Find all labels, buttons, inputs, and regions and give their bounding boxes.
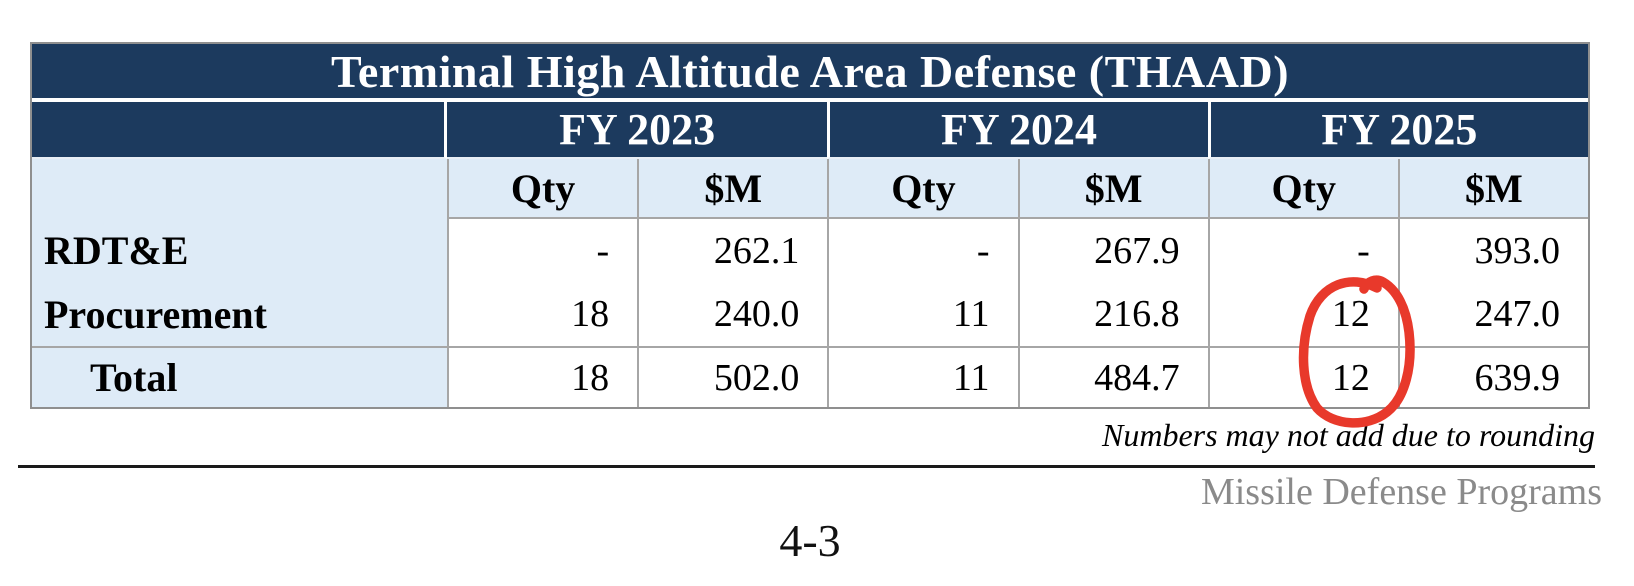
cell-rdte-fy2024-qty: - — [827, 219, 1018, 282]
year-header-fy2024: FY 2024 — [827, 102, 1208, 159]
cell-procurement-fy2023-dollars: 240.0 — [637, 282, 828, 346]
page-number: 4-3 — [779, 515, 841, 566]
cell-total-fy2025-qty: 12 — [1207, 346, 1398, 407]
cell-procurement-fy2025-qty: 12 — [1207, 282, 1398, 346]
row-label-rdte: RDT&E — [32, 219, 447, 282]
subheader-blank-cell — [32, 159, 447, 219]
cell-procurement-fy2024-qty: 11 — [827, 282, 1018, 346]
cell-procurement-fy2024-dollars: 216.8 — [1017, 282, 1208, 346]
footer-program-label: Missile Defense Programs — [1200, 471, 1602, 513]
subheader-dollars-fy2024: $M — [1017, 159, 1208, 219]
subheader-qty-fy2023: Qty — [447, 159, 638, 219]
row-label-total: Total — [32, 346, 447, 407]
cell-total-fy2025-dollars: 639.9 — [1397, 346, 1588, 407]
year-header-fy2025: FY 2025 — [1207, 102, 1588, 159]
cell-rdte-fy2023-dollars: 262.1 — [637, 219, 828, 282]
cell-rdte-fy2024-dollars: 267.9 — [1017, 219, 1208, 282]
cell-total-fy2023-qty: 18 — [447, 346, 638, 407]
cell-total-fy2024-dollars: 484.7 — [1017, 346, 1208, 407]
subheader-qty-fy2025: Qty — [1207, 159, 1398, 219]
year-header-fy2023: FY 2023 — [447, 102, 828, 159]
subheader-dollars-fy2023: $M — [637, 159, 828, 219]
cell-rdte-fy2023-qty: - — [447, 219, 638, 282]
subheader-qty-fy2024: Qty — [827, 159, 1018, 219]
thaad-budget-table: Terminal High Altitude Area Defense (THA… — [30, 42, 1590, 409]
cell-rdte-fy2025-qty: - — [1207, 219, 1398, 282]
cell-procurement-fy2023-qty: 18 — [447, 282, 638, 346]
table-title: Terminal High Altitude Area Defense (THA… — [32, 44, 1588, 102]
row-label-procurement: Procurement — [32, 282, 447, 346]
cell-total-fy2023-dollars: 502.0 — [637, 346, 828, 407]
cell-rdte-fy2025-dollars: 393.0 — [1397, 219, 1588, 282]
cell-total-fy2024-qty: 11 — [827, 346, 1018, 407]
cell-procurement-fy2025-dollars: 247.0 — [1397, 282, 1588, 346]
rounding-footnote: Numbers may not add due to rounding — [1101, 417, 1595, 453]
table-corner-cell — [32, 102, 447, 159]
footer-rule — [18, 465, 1595, 468]
subheader-dollars-fy2025: $M — [1397, 159, 1588, 219]
